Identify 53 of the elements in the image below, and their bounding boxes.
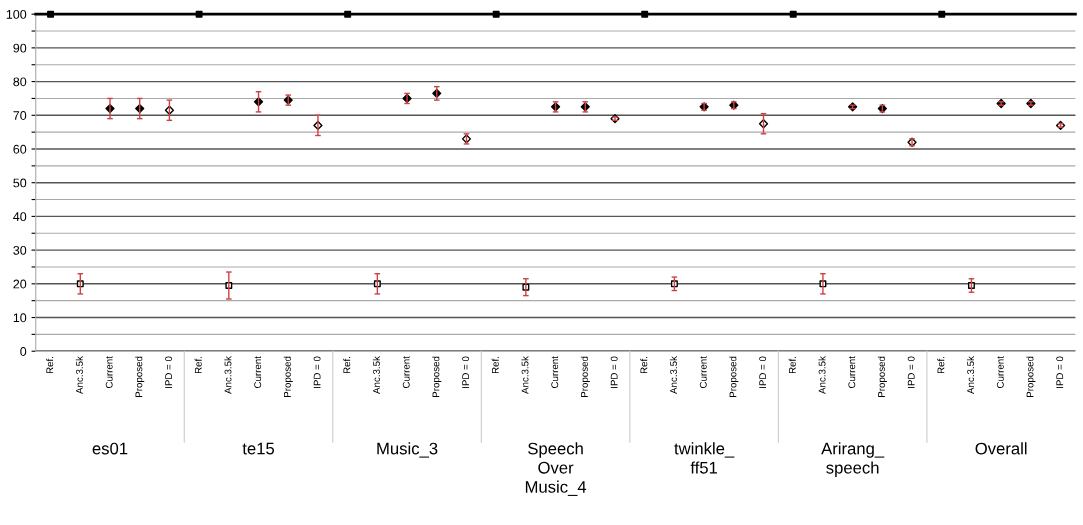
x-tick-label: Proposed (580, 356, 590, 397)
x-tick-label: Current (699, 356, 707, 389)
x-tick-label: Ref. (491, 356, 499, 374)
y-tick-label: 30 (13, 245, 27, 255)
x-tick-label: IPD = 0 (313, 356, 321, 388)
text: Music_3 (377, 442, 438, 458)
y-tick-label: 0 (20, 347, 27, 356)
x-tick-label: Proposed (135, 356, 145, 397)
x-tick-label: Current (105, 356, 113, 389)
text: te15 (242, 442, 275, 455)
y-tick-label: 60 (13, 144, 27, 154)
text: twinkle_ ff51 (674, 442, 735, 474)
x-tick-label: IPD = 0 (610, 356, 618, 388)
x-tick-label: Anc.3.5k (669, 356, 678, 394)
y-tick-label: 90 (13, 43, 27, 53)
x-tick-label: IPD = 0 (1056, 356, 1064, 388)
x-tick-label: Ref. (788, 356, 796, 374)
x-tick-label: IPD = 0 (165, 356, 173, 388)
y-tick-label: 80 (13, 77, 27, 87)
x-tick-label: Ref. (343, 356, 351, 374)
x-tick-label: Current (996, 356, 1004, 389)
x-tick-label: Proposed (432, 356, 442, 397)
y-tick-label: 100 (6, 9, 27, 19)
x-tick-label: IPD = 0 (759, 356, 767, 388)
x-tick-label: Anc.3.5k (372, 356, 380, 394)
x-tick-label: Proposed (729, 356, 739, 397)
x-tick-label: Proposed (1026, 356, 1036, 397)
y-tick-label: 10 (13, 313, 27, 323)
y-tick-label: 50 (13, 178, 27, 188)
text: Arirang_ speech (821, 442, 885, 477)
x-tick-label: Current (551, 356, 559, 389)
x-tick-label: Ref. (640, 356, 648, 374)
x-tick-label: Ref. (937, 356, 945, 374)
text: Speech Over Music_4 (525, 442, 587, 496)
x-tick-label: IPD = 0 (907, 356, 915, 388)
y-tick-label: 40 (13, 212, 27, 222)
y-tick-label: 20 (13, 279, 27, 289)
x-tick-label: Current (402, 356, 410, 389)
x-tick-label: Current (848, 356, 856, 389)
x-tick-label: Ref. (194, 356, 202, 374)
x-tick-label: Current (254, 356, 262, 389)
x-tick-label: Anc.3.5k (966, 356, 975, 394)
y-tick-label: 70 (13, 111, 27, 120)
text: Overall (975, 442, 1027, 455)
x-tick-label: Proposed (283, 356, 293, 397)
x-tick-label: Anc.3.5k (224, 356, 232, 394)
x-tick-label: IPD = 0 (462, 356, 470, 388)
text: es01 (92, 442, 128, 455)
x-tick-label: Anc.3.5k (75, 356, 83, 394)
x-tick-label: Anc.3.5k (818, 356, 826, 394)
x-tick-label: Anc.3.5k (521, 356, 529, 394)
x-tick-label: Proposed (877, 356, 887, 397)
x-tick-label: Ref. (46, 356, 54, 374)
